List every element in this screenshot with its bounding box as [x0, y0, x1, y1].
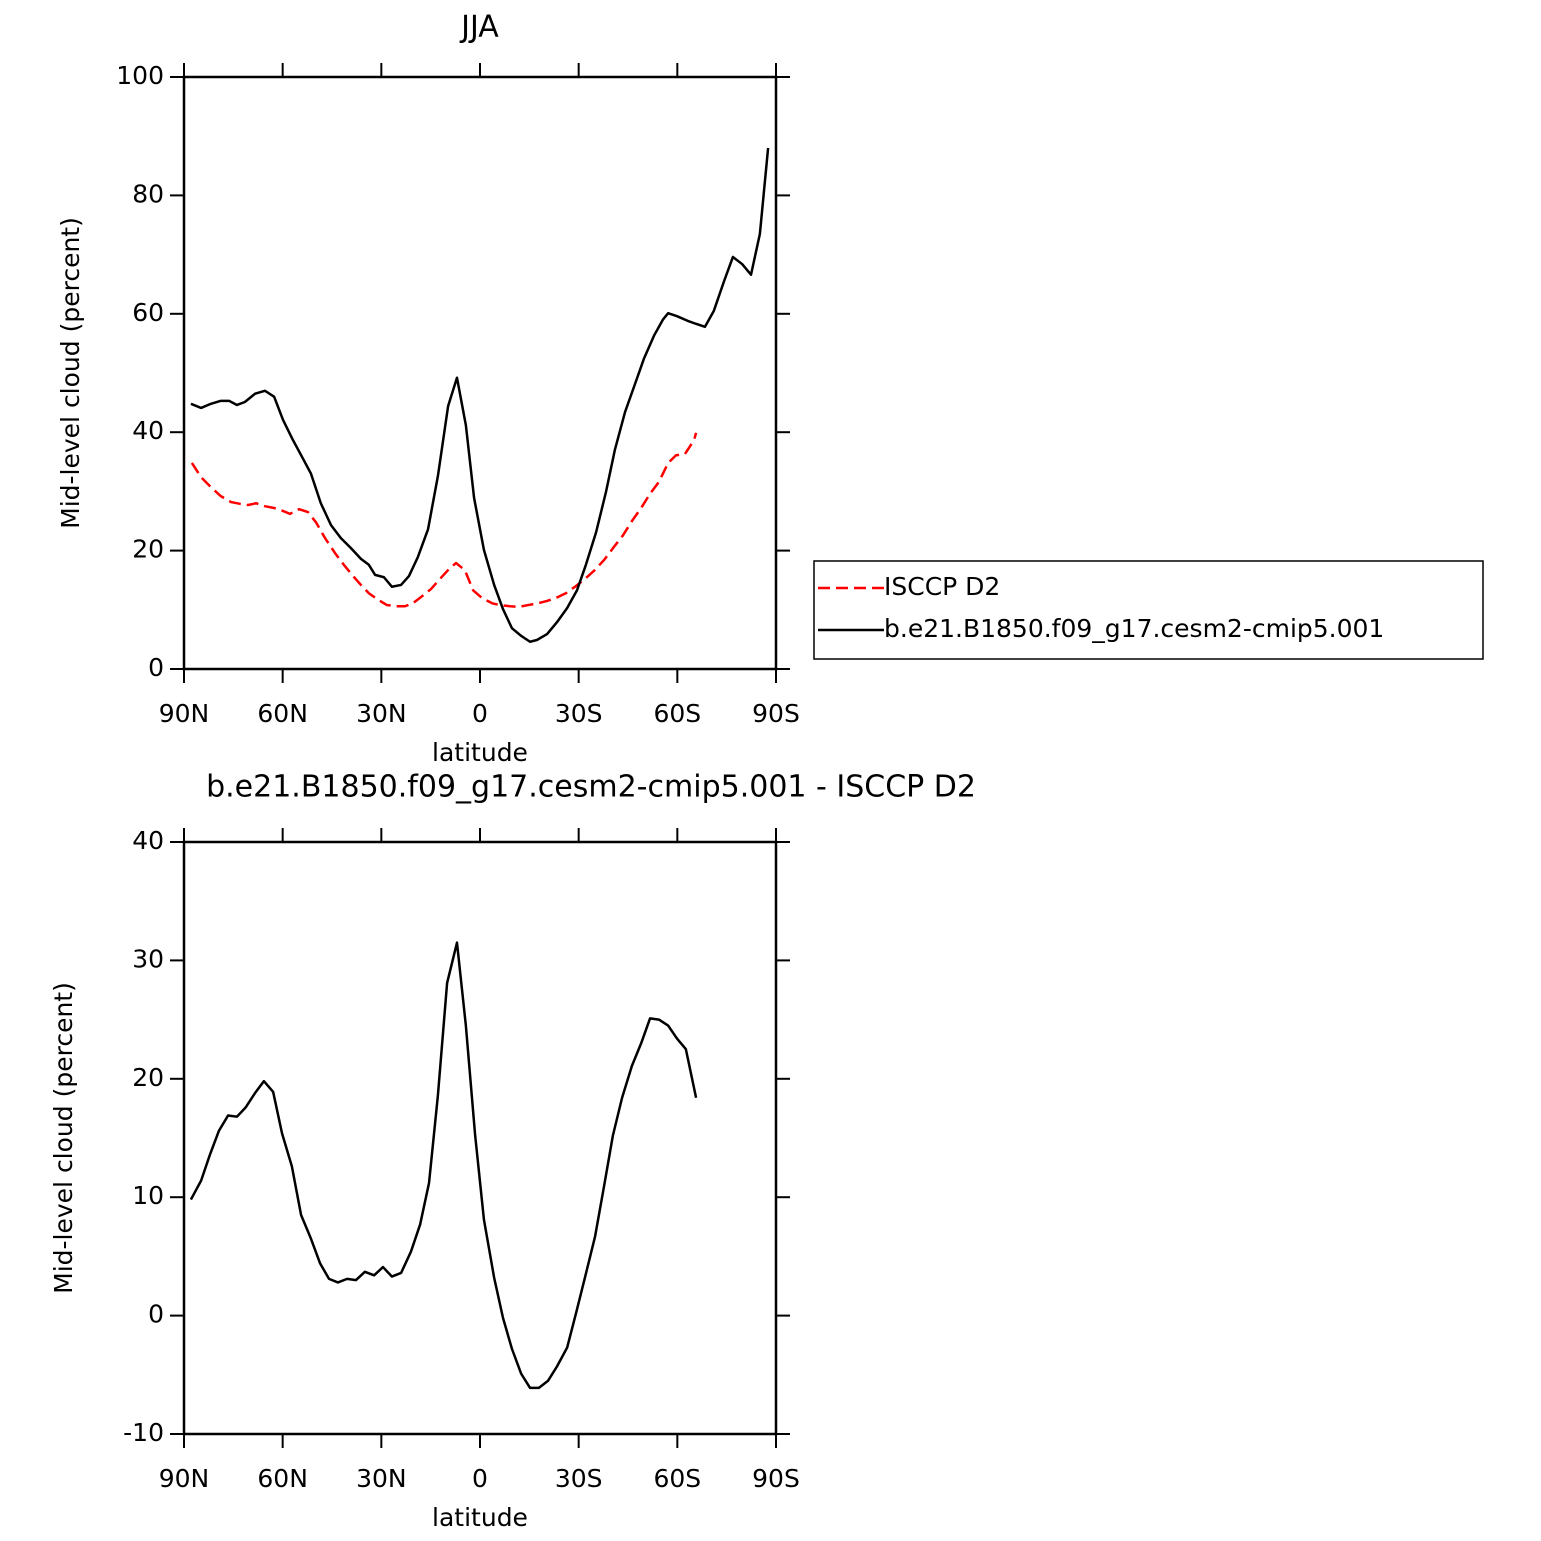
y-tick-label: 100	[116, 61, 164, 90]
y-tick-label: 30	[132, 944, 164, 973]
legend-label: b.e21.B1850.f09_g17.cesm2-cmip5.001	[884, 614, 1384, 643]
x-axis-label: latitude	[432, 738, 528, 767]
y-tick-label: 40	[132, 826, 164, 855]
y-tick-label: 20	[132, 1063, 164, 1092]
x-tick-label: 60S	[653, 1464, 701, 1493]
y-axis-label: Mid-level cloud (percent)	[56, 217, 85, 529]
x-tick-label: 0	[472, 1464, 488, 1493]
data-line	[189, 941, 698, 1390]
x-axis-label: latitude	[432, 1503, 528, 1532]
x-tick-label: 60N	[257, 1464, 308, 1493]
plot-frame	[182, 75, 778, 671]
chart-title: JJA	[459, 10, 499, 45]
y-tick-label: 60	[132, 298, 164, 327]
y-axis-label: Mid-level cloud (percent)	[49, 982, 78, 1294]
y-tick-label: 0	[148, 1300, 164, 1329]
y-tick-label: 80	[132, 179, 164, 208]
y-tick-label: 20	[132, 535, 164, 564]
data-line	[190, 432, 698, 609]
x-tick-label: 90S	[752, 1464, 800, 1493]
x-tick-label: 60N	[257, 699, 308, 728]
x-tick-label: 90N	[159, 1464, 210, 1493]
x-tick-label: 30S	[555, 1464, 603, 1493]
y-tick-label: 40	[132, 416, 164, 445]
x-tick-label: 90S	[752, 699, 800, 728]
x-tick-label: 30N	[356, 699, 407, 728]
y-tick-label: -10	[123, 1418, 164, 1447]
y-tick-label: 0	[148, 653, 164, 682]
plot-frame	[182, 840, 778, 1436]
x-tick-label: 0	[472, 699, 488, 728]
x-tick-label: 30N	[356, 1464, 407, 1493]
y-tick-label: 10	[132, 1181, 164, 1210]
legend-label: ISCCP D2	[884, 572, 1000, 601]
x-tick-label: 90N	[159, 699, 210, 728]
chart-title: b.e21.B1850.f09_g17.cesm2-cmip5.001 - IS…	[206, 770, 976, 805]
x-tick-label: 60S	[653, 699, 701, 728]
data-line	[190, 147, 770, 644]
legend-box	[813, 560, 1484, 660]
x-tick-label: 30S	[555, 699, 603, 728]
